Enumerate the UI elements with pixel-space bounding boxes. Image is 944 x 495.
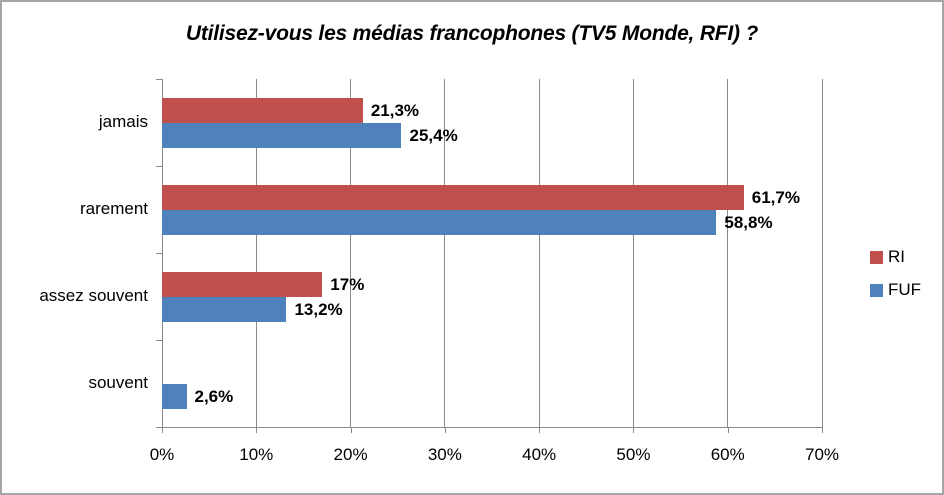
category-label: jamais (98, 111, 148, 131)
gridline (632, 79, 634, 427)
x-axis-tick-label: 50% (616, 445, 651, 464)
x-axis-tick (633, 427, 635, 433)
y-axis-tick (156, 253, 162, 254)
category-label: rarement (79, 198, 148, 218)
gridline (255, 79, 257, 427)
x-axis-line (162, 427, 822, 428)
bar-ri (162, 271, 323, 297)
gridline (444, 79, 446, 427)
y-axis-tick (156, 340, 162, 341)
x-axis-tick (444, 427, 446, 433)
category-label: assez souvent (39, 285, 148, 305)
y-axis-tick (156, 79, 162, 80)
x-axis-tick-label: 60% (710, 445, 745, 464)
x-axis-tick-label: 0% (149, 445, 175, 464)
bar-fuf (162, 296, 287, 322)
x-axis-tick (539, 427, 541, 433)
x-axis-tick (727, 427, 729, 433)
bar-ri (162, 97, 363, 123)
legend-label: FUF (888, 280, 922, 299)
gridline (350, 79, 352, 427)
y-axis-tick (156, 427, 162, 428)
bar-value-label: 17% (330, 274, 365, 294)
bar-value-label: 61,7% (751, 187, 800, 207)
x-axis-tick (256, 427, 258, 433)
bar-fuf (162, 122, 402, 148)
x-axis-tick (350, 427, 352, 433)
y-axis-line (162, 79, 163, 428)
x-axis-tick (822, 427, 823, 433)
legend-label: RI (888, 247, 905, 266)
bar-value-label: 2,6% (194, 386, 234, 406)
gridline (821, 79, 823, 427)
chart-title: Utilisez-vous les médias francophones (T… (185, 22, 759, 45)
bar-value-label: 13,2% (294, 299, 343, 319)
x-axis-tick (162, 427, 163, 433)
bar-ri (162, 184, 744, 210)
category-label: souvent (88, 372, 148, 392)
x-axis-tick-label: 10% (239, 445, 274, 464)
legend: RI FUF (870, 247, 921, 300)
legend-swatch-icon (870, 250, 883, 264)
bar-fuf (162, 209, 717, 235)
x-axis-tick-label: 70% (804, 445, 840, 464)
bar-fuf (162, 383, 187, 409)
bar-value-label: 58,8% (724, 212, 773, 232)
legend-swatch-icon (870, 283, 883, 297)
legend-item-fuf: FUF (870, 280, 921, 300)
legend-item-ri: RI (870, 247, 921, 267)
y-axis-tick (156, 166, 162, 167)
bar-value-label: 21,3% (370, 100, 420, 120)
gridline (727, 79, 729, 427)
x-axis-tick-label: 30% (427, 445, 462, 464)
x-axis-tick-label: 20% (333, 445, 368, 464)
x-axis-tick-label: 40% (522, 445, 557, 464)
gridline (538, 79, 540, 427)
bar-value-label: 25,4% (409, 125, 458, 145)
